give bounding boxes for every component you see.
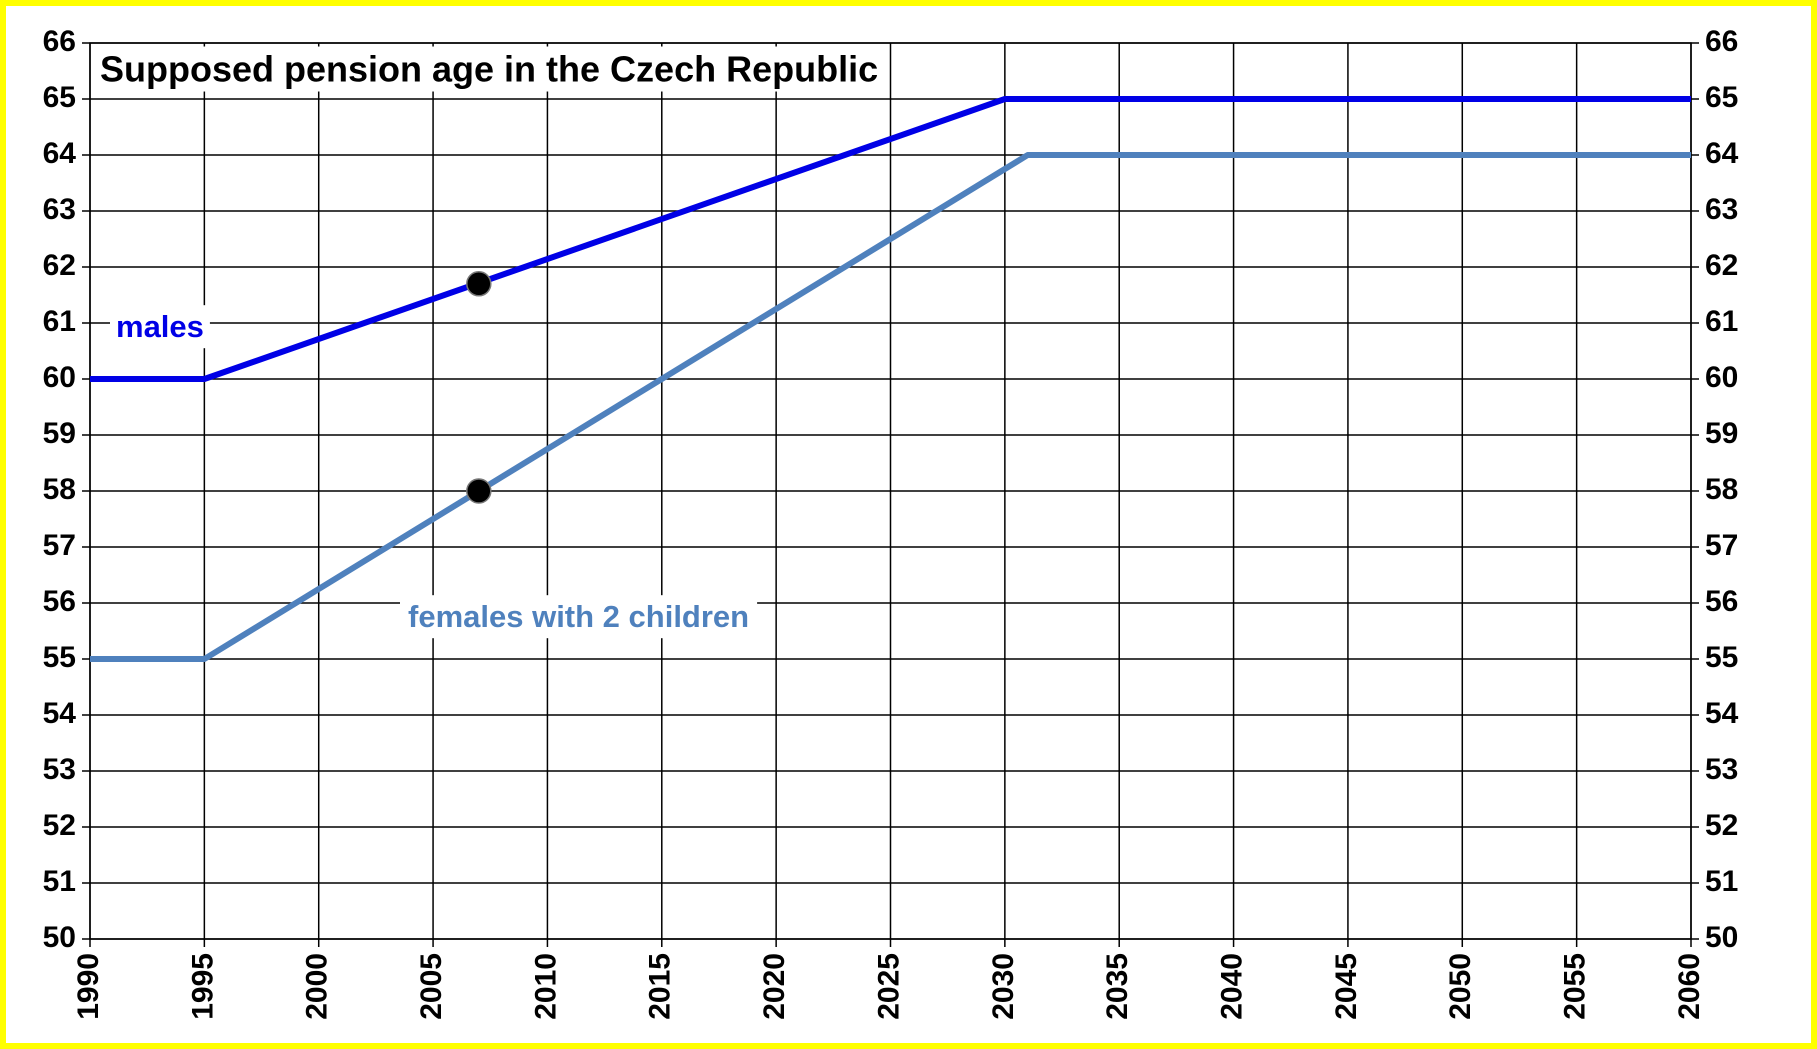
y-tick-label: 66 [43,25,76,58]
y2-tick-label: 63 [1705,193,1738,226]
y2-tick-label: 56 [1705,585,1738,618]
y-tick-label: 62 [43,249,76,282]
highlight-point [466,271,492,297]
y-tick-label: 51 [43,865,76,898]
y2-tick-label: 50 [1705,921,1738,954]
y2-tick-label: 64 [1705,137,1739,170]
series-label: males [116,309,204,344]
y-tick-label: 64 [43,137,77,170]
x-tick-label: 2035 [1101,953,1134,1020]
x-tick-label: 2055 [1559,953,1592,1020]
y-tick-label: 54 [43,697,77,730]
y-tick-label: 65 [43,81,76,114]
x-tick-label: 2020 [758,953,791,1020]
y-tick-label: 58 [43,473,76,506]
y-tick-label: 50 [43,921,76,954]
y-tick-label: 60 [43,361,76,394]
y-tick-label: 57 [43,529,76,562]
series-line [90,96,1691,382]
x-tick-label: 2015 [644,953,677,1020]
title-background [94,46,885,92]
x-tick-label: 2040 [1215,953,1248,1020]
y2-tick-label: 61 [1705,305,1738,338]
y2-tick-label: 66 [1705,25,1738,58]
x-tick-label: 2000 [301,953,334,1020]
chart-title: Supposed pension age in the Czech Republ… [100,49,878,90]
y-tick-label: 59 [43,417,76,450]
y-tick-label: 56 [43,585,76,618]
y-tick-label: 55 [43,641,76,674]
x-tick-label: 1995 [186,953,219,1020]
x-tick-label: 2060 [1673,953,1706,1020]
series-line [90,152,1691,662]
highlight-point [466,478,492,504]
x-tick-label: 2025 [872,953,905,1020]
label-background [400,595,758,639]
y2-tick-label: 62 [1705,249,1738,282]
y2-tick-label: 55 [1705,641,1738,674]
x-tick-label: 2010 [529,953,562,1020]
x-tick-label: 2045 [1330,953,1363,1020]
x-tick-label: 2030 [987,953,1020,1020]
y-tick-label: 61 [43,305,76,338]
label-background [110,305,210,349]
x-tick-label: 1990 [72,953,105,1020]
y2-tick-label: 65 [1705,81,1738,114]
y-tick-label: 53 [43,753,76,786]
y2-tick-label: 59 [1705,417,1738,450]
x-tick-label: 2050 [1444,953,1477,1020]
y2-tick-label: 51 [1705,865,1738,898]
y2-tick-label: 58 [1705,473,1738,506]
y2-tick-label: 53 [1705,753,1738,786]
y2-tick-label: 57 [1705,529,1738,562]
series-label: females with 2 children [408,599,749,634]
x-tick-label: 2005 [415,953,448,1020]
label-group [400,595,758,639]
y2-tick-label: 60 [1705,361,1738,394]
y-tick-label: 52 [43,809,76,842]
y2-tick-label: 52 [1705,809,1738,842]
y2-tick-label: 54 [1705,697,1739,730]
y-tick-label: 63 [43,193,76,226]
